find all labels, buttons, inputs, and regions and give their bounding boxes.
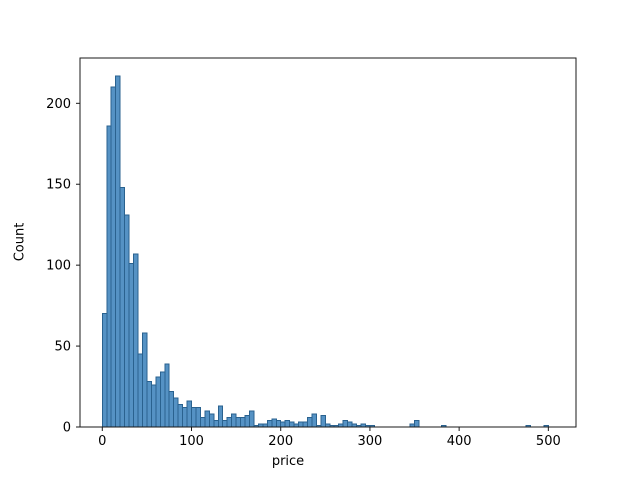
histogram-bar [168,390,175,428]
histogram-bar [342,420,349,428]
histogram-bar [106,125,112,428]
x-axis-label: price [271,454,305,469]
histogram-bar [320,415,326,428]
axes-spines [79,57,577,428]
histogram-bar [186,400,193,428]
histogram-bar [195,407,201,428]
histogram-bar [173,397,179,428]
histogram-bar [115,75,121,428]
histogram-bar [266,420,273,428]
y-tick-label: 0 [63,421,71,436]
histogram-bar [414,420,420,428]
histogram-bar [164,363,170,428]
histogram-bar [199,416,206,428]
y-tick-label: 100 [46,259,71,274]
histogram-bar [222,420,228,428]
y-tick-label: 200 [46,97,71,112]
y-tick-label: 150 [46,178,71,193]
histogram-bar [124,214,130,428]
histogram-bar [306,416,313,428]
histogram-bar [204,410,210,428]
histogram-bar [191,407,197,428]
histogram-bar [155,376,161,428]
histogram-bar [159,371,166,428]
histogram-bar [302,421,308,428]
histogram-bar [347,421,353,428]
histogram-bar [128,263,135,428]
histogram-bar [119,186,126,428]
histogram-bar [217,405,224,428]
histogram-bar [133,253,139,428]
x-tick-label: 0 [98,434,106,449]
histogram-bar [284,420,291,428]
histogram-bar [244,415,250,428]
histogram-bar [137,353,143,428]
histogram-bar [177,403,184,428]
histogram-bar [298,421,304,428]
x-tick-label: 100 [179,434,204,449]
histogram-bar [146,381,152,428]
x-tick-label: 500 [536,434,561,449]
histogram-bar [249,410,255,428]
histogram-bar [150,384,157,428]
histogram-bar [101,313,108,428]
histogram-bar [240,416,246,428]
histogram-bar [226,416,233,428]
histogram-bar [271,418,277,428]
histogram-bar [275,420,282,428]
y-tick-label: 50 [54,340,71,355]
histogram-bar [311,413,317,428]
histogram-bar [141,332,148,428]
histogram-bar [231,413,237,428]
histogram-bar [110,86,117,428]
histogram-bar [182,407,188,428]
x-tick-label: 300 [358,434,383,449]
histogram-bar [235,416,242,428]
histogram-bar [280,421,286,428]
histogram-bar [208,413,215,428]
histogram-bar [289,421,295,428]
y-axis-label: Count [12,222,28,262]
x-tick-label: 200 [268,434,293,449]
histogram-bar [213,420,219,428]
x-tick-label: 400 [447,434,472,449]
